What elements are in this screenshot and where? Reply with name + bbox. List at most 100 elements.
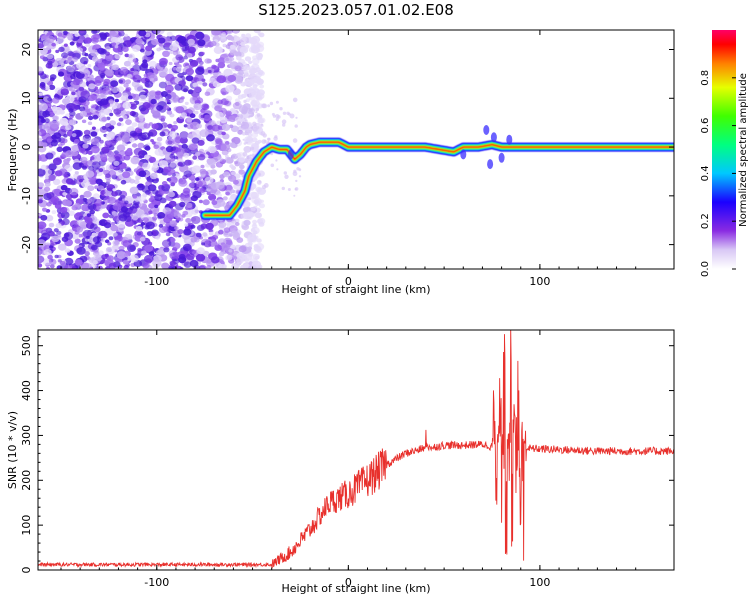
noise-blob [172,242,181,250]
noise-blob [111,191,118,197]
noise-blob [48,191,55,198]
noise-blob [234,263,241,268]
noise-blob [105,46,111,51]
noise-blob [116,122,122,127]
noise-blob [251,260,262,269]
noise-speck [295,179,298,183]
noise-blob [47,254,53,260]
noise-blob [178,256,187,264]
noise-blob [85,108,91,114]
noise-blob [240,121,250,129]
noise-blob [248,87,254,91]
noise-blob [45,215,54,222]
noise-blob [74,202,81,208]
noise-blob [98,230,108,239]
noise-blob [125,86,132,92]
noise-speck [281,186,285,191]
noise-blob [231,30,241,34]
noise-blob [88,83,96,90]
noise-blob [155,235,161,240]
noise-blob [139,236,146,242]
noise-blob [83,190,92,198]
noise-blob [82,197,88,202]
noise-blob [248,78,256,85]
noise-blob [202,232,208,237]
noise-blob [236,153,241,157]
noise-blob [87,160,93,165]
noise-blob [149,90,157,97]
noise-blob [145,45,153,52]
noise-blob [78,86,85,92]
noise-blob [132,74,142,83]
noise-speck [292,138,298,143]
noise-blob [91,56,99,62]
noise-blob [47,97,53,102]
noise-blob [169,131,178,138]
noise-blob [65,124,72,131]
noise-blob [195,177,200,182]
spectrogram-y-axis-label: Frequency (Hz) [6,109,19,192]
noise-blob [225,254,233,261]
noise-blob [107,151,115,158]
noise-blob [198,148,205,153]
noise-blob [220,37,227,42]
noise-blob [203,104,209,109]
noise-blob [238,70,245,76]
noise-blob [102,212,110,219]
noise-blob [202,82,208,87]
noise-blob [259,84,265,89]
noise-blob [211,64,217,70]
noise-blob [251,196,261,204]
noise-blob [160,115,166,120]
noise-blob [119,30,124,33]
noise-blob [133,147,143,156]
noise-speck [289,113,295,119]
noise-blob [202,199,210,206]
noise-blob [234,222,240,226]
noise-blob [87,63,92,68]
noise-blob [122,259,129,265]
noise-blob [137,183,144,188]
noise-blob [169,162,176,168]
noise-blob [244,73,249,78]
noise-blob [54,254,59,259]
noise-blob [206,191,211,195]
noise-blob [88,115,94,121]
noise-blob [44,85,50,90]
noise-blob [71,91,76,96]
noise-blob [98,168,104,173]
noise-blob [94,80,102,86]
noise-blob [243,81,248,86]
noise-blob [151,216,158,221]
noise-blob [198,265,206,269]
noise-blob [124,200,129,205]
noise-blob [109,112,114,117]
noise-blob [122,211,131,218]
y-tick-label: 20 [20,43,33,57]
noise-blob [256,79,264,85]
snr-plot-area [38,330,674,570]
colorbar-tick-label: 0.0 [700,261,711,277]
noise-blob [247,241,253,246]
noise-blob [241,93,247,99]
noise-blob [129,186,139,195]
noise-speck [255,107,259,112]
noise-blob [250,226,260,235]
noise-blob [71,266,77,269]
noise-blob [82,262,92,269]
noise-speck [244,119,247,122]
noise-blob [129,178,136,184]
noise-blob [240,41,246,47]
noise-blob [203,114,212,122]
noise-blob [84,251,90,256]
noise-blob [229,44,236,50]
noise-blob [220,143,230,152]
noise-blob [257,187,267,195]
noise-blob [198,180,207,188]
noise-blob [231,171,236,176]
y-tick-label: 300 [20,425,33,446]
noise-blob [54,203,62,209]
noise-blob [164,84,174,93]
noise-blob [76,226,84,233]
noise-blob [71,133,77,138]
